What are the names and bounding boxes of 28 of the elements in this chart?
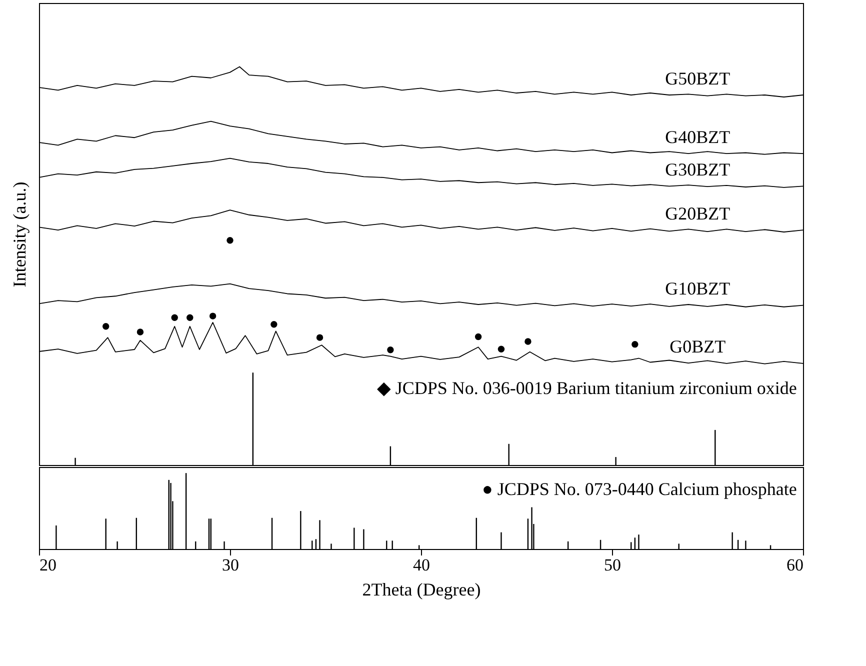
x-tick-label: 20 [40,556,56,574]
point [226,237,234,244]
point [171,314,178,321]
series-label: G0BZT [670,336,726,357]
y-axis-title: Intensity (a.u.) [10,182,30,288]
point [632,340,638,348]
series-label: G40BZT [665,126,730,147]
series-label: G10BZT [665,278,730,299]
point [387,346,394,354]
point [474,333,482,340]
series-label: G20BZT [665,203,730,224]
series-label: G50BZT [665,68,730,88]
series-label: G30BZT [665,160,730,180]
point [270,321,278,328]
annotation: ● JCDPS No. 073-0440 Calcium phosphate [482,478,797,499]
x-axis-title: 2Theta (Degree) [362,580,481,600]
x-tick-label: 60 [786,556,804,574]
x-tick-label: 30 [222,556,239,574]
point [498,346,505,352]
point [524,338,532,345]
point [316,334,324,341]
point [136,328,144,336]
x-tick-label: 40 [413,556,430,574]
annotation: ◆ JCDPS No. 036-0019 Barium titanium zirconium oxide [376,378,797,398]
x-tick-label: 50 [604,556,621,574]
point [186,314,194,321]
point [102,323,110,330]
point [209,312,216,320]
